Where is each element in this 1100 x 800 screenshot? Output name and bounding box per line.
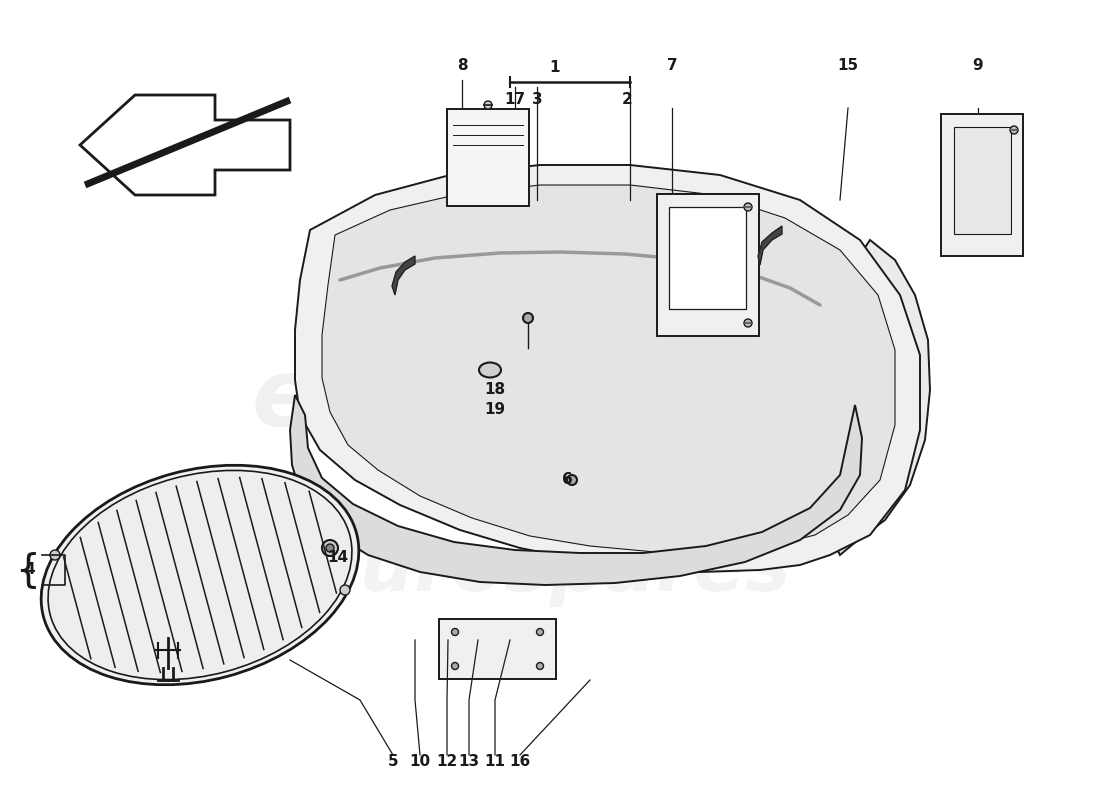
Text: 4: 4 <box>24 562 35 578</box>
Circle shape <box>322 540 338 556</box>
Circle shape <box>522 313 534 323</box>
Circle shape <box>50 550 60 560</box>
Text: 14: 14 <box>328 550 349 566</box>
Polygon shape <box>290 395 862 585</box>
Text: 17: 17 <box>505 93 526 107</box>
Ellipse shape <box>478 362 500 378</box>
Circle shape <box>451 662 459 670</box>
Circle shape <box>744 319 752 327</box>
Circle shape <box>326 544 334 552</box>
Text: eurospares: eurospares <box>251 354 849 446</box>
FancyBboxPatch shape <box>940 114 1023 256</box>
Text: 7: 7 <box>667 58 678 73</box>
Circle shape <box>451 629 459 635</box>
Circle shape <box>537 662 543 670</box>
Text: 9: 9 <box>972 58 983 73</box>
Text: 15: 15 <box>837 58 859 73</box>
Text: 10: 10 <box>409 754 430 770</box>
Ellipse shape <box>48 470 352 679</box>
Text: 11: 11 <box>484 754 506 770</box>
Text: 18: 18 <box>484 382 506 398</box>
Circle shape <box>566 475 578 485</box>
Circle shape <box>484 101 492 109</box>
Text: 6: 6 <box>562 473 572 487</box>
Polygon shape <box>835 240 930 555</box>
FancyBboxPatch shape <box>657 194 759 336</box>
Circle shape <box>744 203 752 211</box>
Ellipse shape <box>41 466 359 685</box>
FancyBboxPatch shape <box>447 109 529 206</box>
Circle shape <box>340 585 350 595</box>
Polygon shape <box>392 256 415 295</box>
Text: eurospares: eurospares <box>309 533 791 607</box>
Text: 3: 3 <box>531 93 542 107</box>
Polygon shape <box>295 165 920 572</box>
Text: 1: 1 <box>550 61 560 75</box>
Text: 16: 16 <box>509 754 530 770</box>
FancyBboxPatch shape <box>439 619 556 679</box>
Circle shape <box>537 629 543 635</box>
Text: 5: 5 <box>387 754 398 770</box>
Polygon shape <box>758 226 782 265</box>
Text: 19: 19 <box>484 402 506 418</box>
Text: 2: 2 <box>621 93 632 107</box>
Text: {: { <box>15 551 41 589</box>
Circle shape <box>1010 126 1018 134</box>
FancyBboxPatch shape <box>669 207 746 309</box>
FancyBboxPatch shape <box>954 127 1011 234</box>
Polygon shape <box>322 185 895 552</box>
Text: 8: 8 <box>456 58 468 73</box>
Text: 12: 12 <box>437 754 458 770</box>
Text: 13: 13 <box>459 754 480 770</box>
